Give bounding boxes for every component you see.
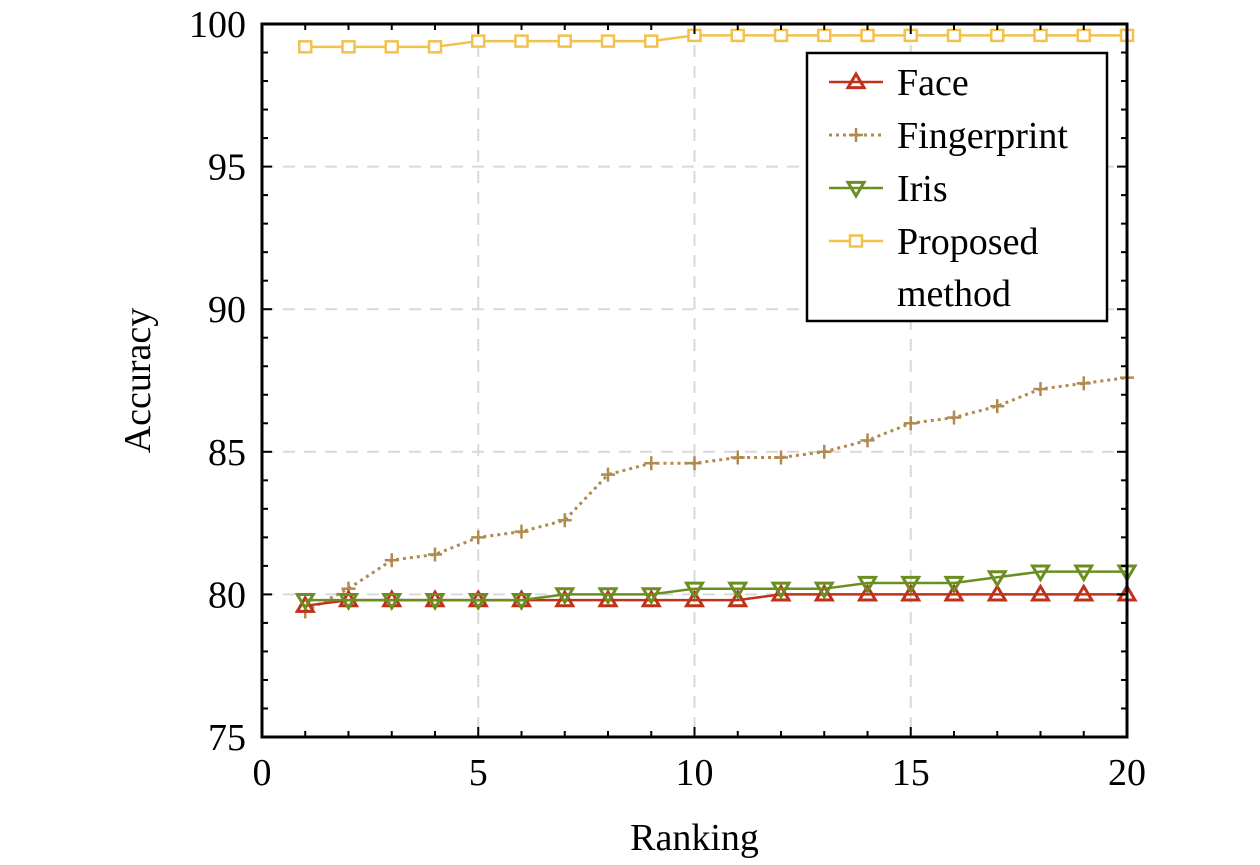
legend: Face Fingerprint Iris Proposed method xyxy=(805,51,1109,323)
data-point xyxy=(644,456,659,471)
data-point xyxy=(640,587,662,606)
data-point xyxy=(770,583,792,602)
series-proposed-method xyxy=(298,28,1135,54)
data-point xyxy=(557,34,572,48)
y-axis-label: Accuracy xyxy=(117,308,159,454)
data-point xyxy=(727,581,749,600)
data-point xyxy=(946,28,962,43)
data-point xyxy=(1076,376,1091,391)
data-point xyxy=(381,593,403,612)
data-point xyxy=(774,450,788,465)
data-point xyxy=(1033,28,1048,43)
data-point xyxy=(860,28,875,43)
x-tick-label: 15 xyxy=(892,752,930,794)
data-point xyxy=(1073,564,1095,583)
data-point xyxy=(384,553,399,568)
data-point xyxy=(856,575,879,594)
legend-item-iris: Iris xyxy=(829,168,948,210)
data-point xyxy=(471,530,486,545)
data-point xyxy=(427,40,443,54)
data-point xyxy=(687,456,702,471)
data-point xyxy=(903,416,918,431)
data-point xyxy=(554,589,576,608)
y-tick-label: 80 xyxy=(208,574,246,616)
data-point xyxy=(730,28,745,43)
data-point xyxy=(773,28,789,43)
data-point xyxy=(467,593,489,612)
data-point xyxy=(943,583,965,602)
data-point xyxy=(943,575,965,594)
legend-item-fingerprint: Fingerprint xyxy=(829,115,1068,157)
legend-label: Proposed method xyxy=(897,221,1038,315)
data-point xyxy=(644,34,659,48)
y-tick-label: 95 xyxy=(208,147,246,189)
legend-marker xyxy=(845,71,867,90)
x-axis-label: Ranking xyxy=(630,817,759,859)
data-point xyxy=(990,399,1005,414)
data-point xyxy=(557,513,572,528)
data-point xyxy=(813,581,835,600)
data-point xyxy=(813,583,835,602)
y-tick-label: 85 xyxy=(208,432,246,474)
legend-marker xyxy=(849,128,863,142)
data-point xyxy=(514,34,529,48)
legend-label: Iris xyxy=(897,168,948,210)
y-tick-label: 75 xyxy=(208,717,246,759)
x-tick-label: 0 xyxy=(253,752,272,794)
data-point xyxy=(471,34,486,48)
series-fingerprint xyxy=(298,370,1134,619)
data-point xyxy=(554,587,576,606)
data-point xyxy=(730,450,745,465)
data-point xyxy=(601,467,615,482)
data-point xyxy=(1073,583,1095,602)
data-point xyxy=(990,28,1005,43)
data-point xyxy=(683,589,706,608)
data-point xyxy=(294,593,316,612)
data-point xyxy=(727,589,749,608)
data-point xyxy=(817,444,832,459)
data-point xyxy=(986,570,1008,589)
data-point xyxy=(1033,382,1048,397)
legend-item-face: Face xyxy=(829,62,969,104)
x-tick-label: 5 xyxy=(469,752,488,794)
data-point xyxy=(510,593,533,612)
data-point xyxy=(294,594,316,613)
data-point xyxy=(817,28,832,43)
data-point xyxy=(597,587,619,606)
series-iris xyxy=(294,564,1138,612)
data-point xyxy=(683,581,706,600)
y-tick-label: 90 xyxy=(208,289,246,331)
legend-item-proposed-method: Proposed method xyxy=(829,221,1038,315)
data-point xyxy=(514,524,529,539)
data-point xyxy=(856,583,879,602)
x-tick-label: 20 xyxy=(1108,752,1146,794)
data-point xyxy=(640,589,662,608)
data-point xyxy=(860,433,875,448)
legend-marker xyxy=(845,180,867,199)
data-point xyxy=(900,575,922,594)
data-point xyxy=(770,581,792,600)
x-tick-label: 10 xyxy=(676,752,714,794)
data-point xyxy=(900,583,922,602)
data-point xyxy=(947,410,961,425)
data-point xyxy=(1029,583,1052,602)
data-point xyxy=(1076,28,1091,43)
legend-label: Face xyxy=(897,62,969,104)
data-point xyxy=(600,34,616,48)
data-point xyxy=(341,40,356,54)
data-point xyxy=(597,589,619,608)
data-point xyxy=(1029,564,1052,583)
data-point xyxy=(337,593,360,612)
legend-label: Fingerprint xyxy=(897,115,1068,157)
data-point xyxy=(384,40,399,54)
data-point xyxy=(428,547,442,562)
data-point xyxy=(298,40,313,54)
legend-marker xyxy=(848,234,864,248)
series-line xyxy=(305,570,1127,602)
data-point xyxy=(986,583,1008,602)
y-tick-label: 100 xyxy=(189,4,246,46)
data-point xyxy=(424,593,446,612)
ticks: 0 5 10 15 20 75 80 85 90 95 100 xyxy=(189,4,1146,794)
